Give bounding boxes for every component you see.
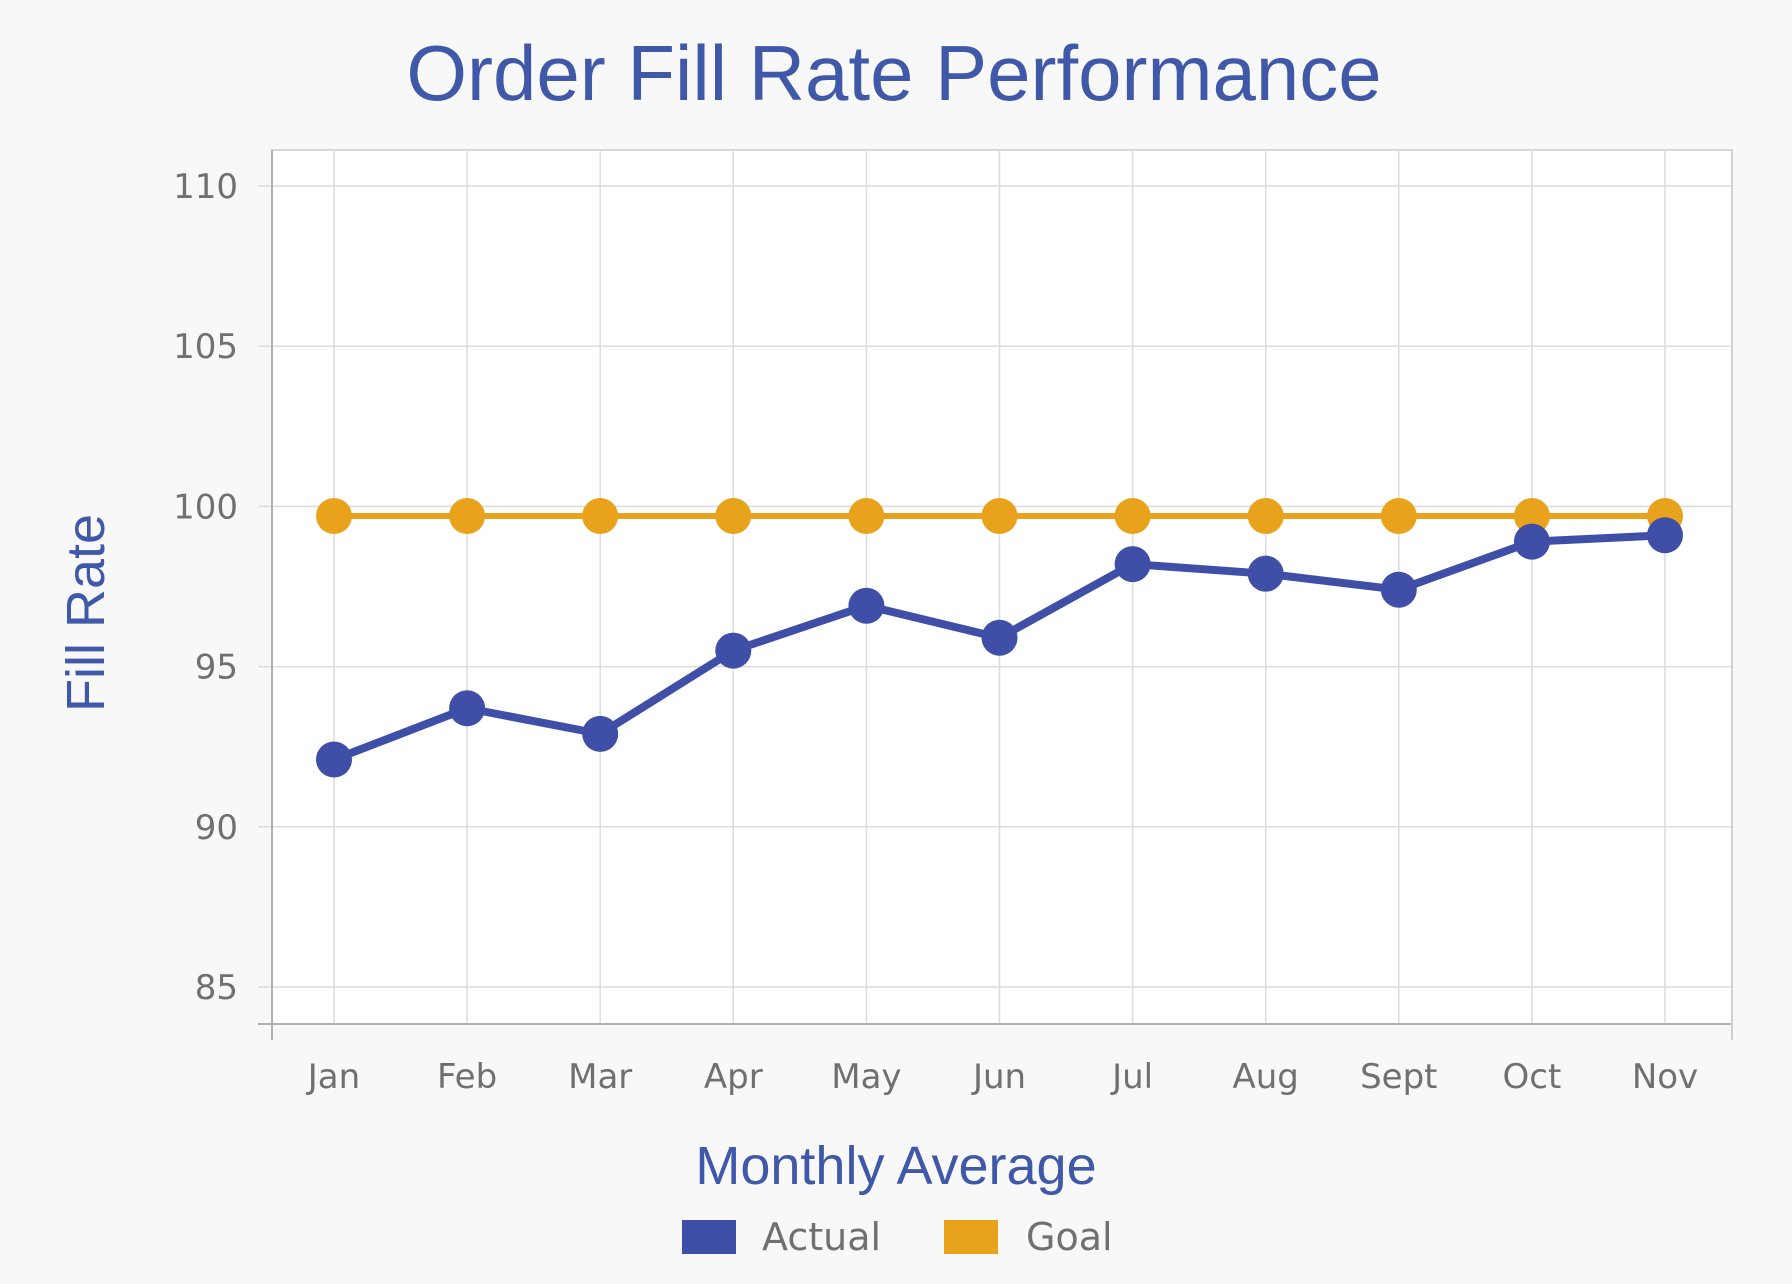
x-tick-label: Sept xyxy=(1360,1057,1437,1097)
plot-area xyxy=(271,149,1733,1025)
goal-data-point xyxy=(715,498,752,535)
actual-data-point xyxy=(981,619,1018,656)
series-group xyxy=(316,498,1683,778)
axes xyxy=(258,150,1733,1040)
actual-data-point xyxy=(582,715,619,752)
chart-title: Order Fill Rate Performance xyxy=(406,29,1381,117)
actual-data-point xyxy=(1114,546,1151,583)
y-tick-label: 100 xyxy=(173,487,238,527)
legend-label-actual: Actual xyxy=(762,1215,881,1259)
y-tick-label: 110 xyxy=(173,167,238,207)
y-tick-label: 85 xyxy=(195,968,238,1008)
x-axis-label: Monthly Average xyxy=(695,1136,1096,1196)
goal-data-point xyxy=(449,498,486,535)
goal-data-point xyxy=(1380,498,1417,535)
x-tick-label: Jul xyxy=(1110,1057,1153,1097)
actual-data-point xyxy=(1647,517,1683,554)
x-tick-label: May xyxy=(831,1057,901,1097)
legend: Actual Goal xyxy=(682,1215,1113,1259)
x-tick-label: Jan xyxy=(306,1057,360,1097)
x-tick-label: Aug xyxy=(1233,1057,1299,1097)
tick-labels: 85 90 95 100 105 110 Jan Feb Mar Apr May Jun Jul Aug S… xyxy=(173,167,1698,1097)
x-tick-label: Oct xyxy=(1503,1057,1562,1097)
goal-data-point xyxy=(981,498,1018,535)
actual-data-point xyxy=(449,690,486,727)
goal-data-point xyxy=(1247,498,1284,535)
y-tick-label: 95 xyxy=(195,648,238,688)
x-tick-label: Nov xyxy=(1632,1057,1698,1097)
y-tick-label: 90 xyxy=(195,808,238,848)
actual-data-point xyxy=(1513,523,1550,560)
goal-data-point xyxy=(316,498,352,535)
x-tick-label: Mar xyxy=(568,1057,632,1097)
actual-data-point xyxy=(1380,571,1417,608)
actual-data-point xyxy=(316,741,352,778)
x-tick-label: Feb xyxy=(437,1057,497,1097)
x-tick-label: Apr xyxy=(704,1057,763,1097)
actual-data-point xyxy=(715,632,752,669)
goal-data-point xyxy=(1114,498,1151,535)
actual-data-point xyxy=(848,587,885,624)
legend-swatch-actual xyxy=(682,1220,736,1254)
y-tick-label: 105 xyxy=(173,327,238,367)
legend-swatch-goal xyxy=(944,1220,998,1254)
goal-data-point xyxy=(1513,498,1550,535)
legend-label-goal: Goal xyxy=(1026,1215,1113,1259)
goal-data-point xyxy=(582,498,619,535)
x-tick-label: Jun xyxy=(971,1057,1026,1097)
actual-data-point xyxy=(1247,555,1284,592)
goal-data-point xyxy=(848,498,885,535)
y-axis-label: Fill Rate xyxy=(56,514,116,712)
